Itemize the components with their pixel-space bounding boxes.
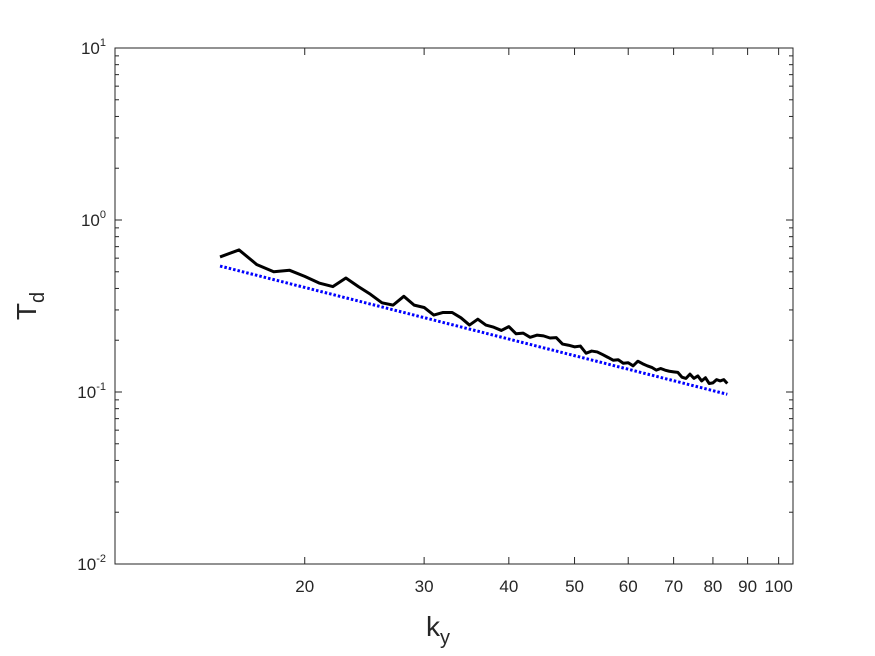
y-axis-label: Td bbox=[11, 292, 49, 320]
y-axis-label-sub: d bbox=[27, 292, 49, 303]
x-tick-label: 100 bbox=[764, 577, 792, 596]
x-tick-label: 50 bbox=[565, 577, 584, 596]
x-tick-label: 90 bbox=[738, 577, 757, 596]
y-tick-label-base: 10 bbox=[81, 211, 100, 230]
y-axis-label-main: T bbox=[11, 303, 42, 320]
y-tick-label-exp: -1 bbox=[96, 381, 106, 393]
x-tick-label: 20 bbox=[295, 577, 314, 596]
y-tick-label: 10-2 bbox=[77, 553, 106, 574]
x-tick-label: 70 bbox=[664, 577, 683, 596]
series-layer bbox=[219, 248, 729, 396]
x-axis-label: ky bbox=[426, 611, 450, 649]
x-axis-label-main: k bbox=[426, 611, 441, 642]
y-tick-label-base: 10 bbox=[77, 555, 96, 574]
y-tick-label: 10-1 bbox=[77, 381, 106, 402]
data-line-solid bbox=[219, 248, 729, 386]
y-tick-label-exp: 1 bbox=[100, 37, 106, 49]
y-tick-label-exp: 0 bbox=[100, 209, 106, 221]
y-tick-label-exp: -2 bbox=[96, 553, 106, 565]
y-tick-label-base: 10 bbox=[81, 39, 100, 58]
x-tick-label: 40 bbox=[499, 577, 518, 596]
y-tick-label-base: 10 bbox=[77, 383, 96, 402]
minor-ticks bbox=[115, 55, 793, 513]
x-tick-label: 30 bbox=[415, 577, 434, 596]
x-tick-label: 80 bbox=[703, 577, 722, 596]
x-axis-label-sub: y bbox=[440, 627, 450, 649]
plot-area bbox=[114, 47, 794, 565]
y-tick-label: 101 bbox=[81, 37, 106, 58]
x-tick-labels: 20 30 40 50 60 70 80 90 100 bbox=[295, 577, 793, 596]
x-tick-label: 60 bbox=[619, 577, 638, 596]
major-ticks bbox=[115, 47, 793, 565]
y-tick-label: 100 bbox=[81, 209, 106, 230]
fit-line-dotted bbox=[219, 264, 728, 396]
